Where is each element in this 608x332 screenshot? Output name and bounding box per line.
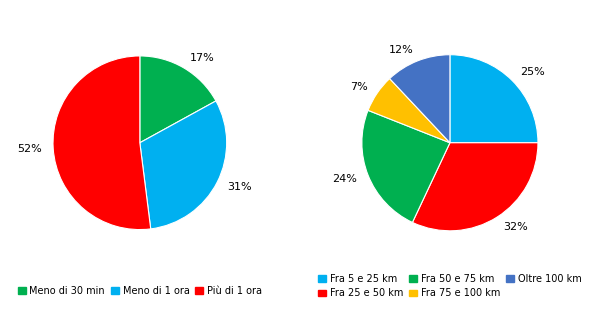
- Wedge shape: [140, 56, 216, 143]
- Wedge shape: [140, 101, 227, 229]
- Wedge shape: [412, 143, 538, 231]
- Text: 32%: 32%: [503, 222, 528, 232]
- Legend: Fra 5 e 25 km, Fra 25 e 50 km, Fra 50 e 75 km, Fra 75 e 100 km, Oltre 100 km: Fra 5 e 25 km, Fra 25 e 50 km, Fra 50 e …: [319, 274, 581, 298]
- Wedge shape: [368, 79, 450, 143]
- Legend: Meno di 30 min, Meno di 1 ora, Più di 1 ora: Meno di 30 min, Meno di 1 ora, Più di 1 …: [18, 286, 262, 296]
- Text: 17%: 17%: [190, 53, 215, 63]
- Text: 31%: 31%: [227, 182, 252, 192]
- Text: 24%: 24%: [333, 174, 358, 184]
- Wedge shape: [362, 110, 450, 222]
- Text: 52%: 52%: [17, 144, 42, 154]
- Text: 12%: 12%: [389, 45, 413, 55]
- Wedge shape: [450, 55, 538, 143]
- Text: 7%: 7%: [350, 82, 368, 92]
- Wedge shape: [53, 56, 151, 230]
- Text: 25%: 25%: [520, 67, 545, 77]
- Wedge shape: [390, 55, 450, 143]
